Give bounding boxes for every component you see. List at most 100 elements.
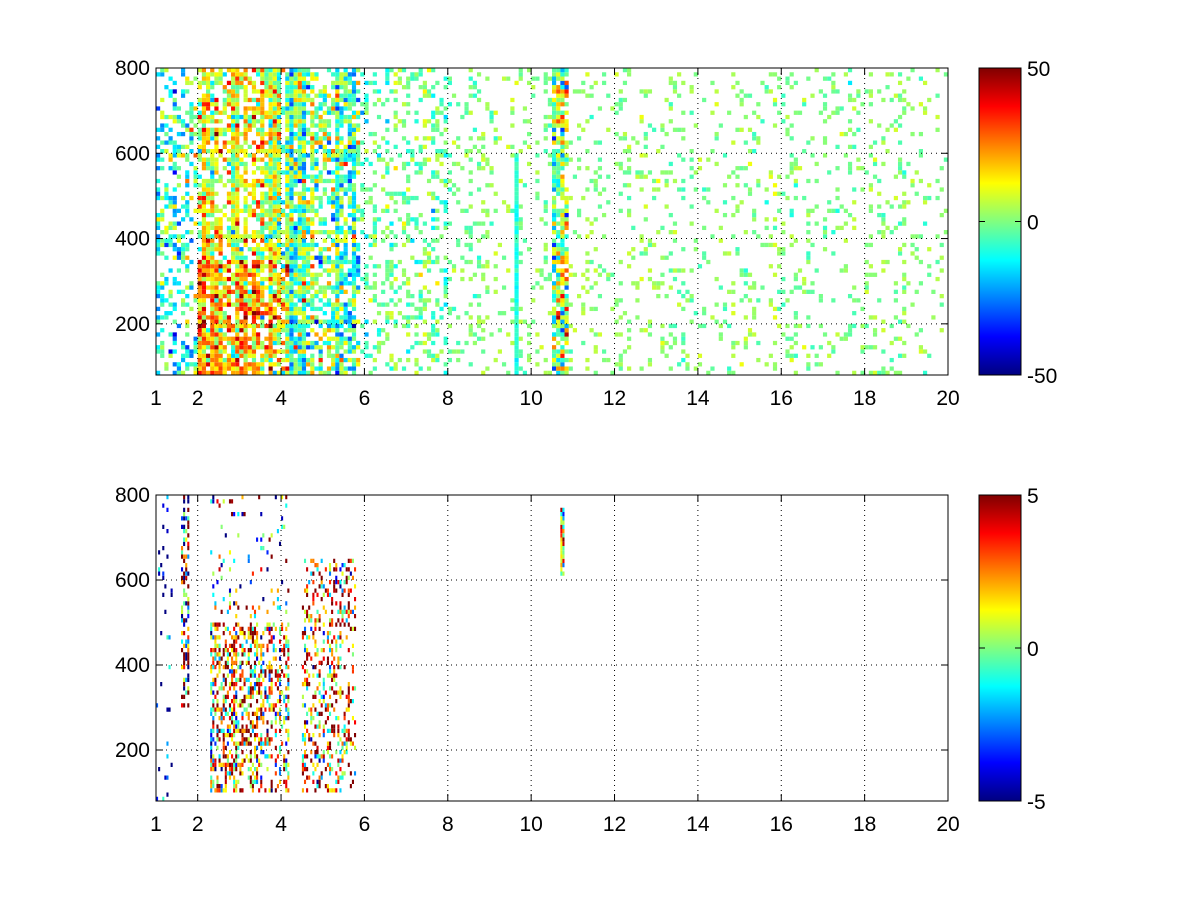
heatmap-cell (218, 635, 221, 640)
heatmap-cell (276, 340, 282, 346)
heatmap-cell (264, 114, 269, 120)
heatmap-cell (181, 247, 186, 252)
heatmap-cell (339, 272, 344, 277)
heatmap-cell (201, 264, 207, 269)
heatmap-cell (714, 302, 719, 307)
heatmap-cell (314, 149, 319, 154)
heatmap-cell (664, 131, 669, 137)
heatmap-cell (235, 187, 240, 192)
heatmap-cell (187, 643, 190, 648)
heatmap-cell (256, 332, 261, 337)
heatmap-cell (168, 114, 173, 120)
heatmap-cell (197, 174, 202, 179)
heatmap-cell (414, 225, 419, 231)
heatmap-cell (401, 161, 407, 167)
heatmap-cell (268, 191, 273, 196)
heatmap-cell (506, 76, 511, 81)
heatmap-cell (543, 89, 548, 94)
heatmap-cell (552, 106, 557, 111)
heatmap-cell (481, 221, 486, 226)
heatmap-cell (785, 76, 790, 81)
heatmap-cell (618, 97, 623, 103)
heatmap-cell (572, 230, 578, 235)
heatmap-cell (301, 281, 307, 286)
heatmap-cell (335, 345, 340, 350)
heatmap-cell (397, 76, 402, 81)
heatmap-cell (547, 114, 552, 120)
heatmap-cell (685, 362, 690, 367)
heatmap-cell (264, 353, 269, 358)
heatmap-cell (247, 677, 250, 682)
heatmap-cell (164, 149, 169, 154)
heatmap-cell (772, 97, 778, 103)
heatmap-cell (314, 289, 319, 294)
heatmap-cell (385, 72, 390, 77)
heatmap-cell (181, 251, 186, 256)
heatmap-cell (301, 370, 307, 375)
heatmap-cell (627, 264, 632, 269)
heatmap-cell (672, 89, 678, 94)
heatmap-cell (406, 293, 411, 299)
heatmap-cell (935, 234, 940, 239)
heatmap-cell (493, 264, 498, 269)
heatmap-cell (235, 754, 238, 759)
heatmap-cell (602, 234, 607, 239)
heatmap-cell (406, 195, 411, 201)
heatmap-cell (260, 110, 265, 115)
heatmap-cell (806, 208, 811, 213)
heatmap-cell (322, 161, 327, 167)
heatmap-cell (406, 302, 411, 307)
heatmap-cell (189, 136, 194, 141)
heatmap-cell (777, 306, 782, 312)
heatmap-cell (660, 340, 665, 346)
heatmap-cell (518, 217, 523, 222)
heatmap-cell (460, 276, 465, 282)
heatmap-cell (351, 221, 357, 226)
heatmap-cell (360, 102, 365, 107)
heatmap-cell (364, 97, 369, 103)
heatmap-cell (481, 166, 486, 171)
heatmap-cell (289, 353, 294, 358)
heatmap-cell (339, 353, 344, 358)
heatmap-cell (181, 119, 186, 124)
heatmap-cell (231, 242, 236, 248)
heatmap-cell (406, 110, 411, 115)
heatmap-cell (639, 187, 644, 192)
heatmap-cell (251, 259, 257, 265)
heatmap-cell (356, 204, 361, 209)
heatmap-cell (418, 161, 423, 167)
heatmap-cell (289, 238, 294, 243)
heatmap-cell (181, 153, 186, 158)
heatmap-cell (301, 204, 307, 209)
heatmap-cell (193, 349, 198, 354)
heatmap-cell (418, 289, 423, 294)
heatmap-cell (506, 144, 511, 150)
heatmap-cell (422, 93, 427, 98)
heatmap-cell (276, 85, 282, 90)
heatmap-cell (552, 195, 557, 201)
heatmap-cell (639, 276, 644, 282)
heatmap-cell (231, 85, 236, 90)
heatmap-cell (289, 68, 294, 73)
heatmap-cell (468, 93, 473, 98)
heatmap-cell (237, 724, 240, 729)
heatmap-cell (347, 336, 352, 341)
heatmap-cell (314, 72, 319, 77)
heatmap-cell (335, 153, 340, 158)
heatmap-cell (631, 225, 636, 231)
heatmap-cell (481, 153, 486, 158)
heatmap-cell (335, 187, 340, 192)
heatmap-cell (322, 319, 327, 324)
heatmap-cell (772, 242, 778, 248)
heatmap-cell (322, 102, 327, 107)
heatmap-cell (818, 293, 823, 299)
heatmap-cell (206, 178, 211, 184)
heatmap-cell (268, 281, 273, 286)
heatmap-cell (285, 127, 290, 132)
heatmap-cell (322, 221, 327, 226)
heatmap-cell (793, 195, 798, 201)
heatmap-cell (239, 703, 242, 708)
heatmap-cell (385, 332, 390, 337)
heatmap-cell (268, 153, 273, 158)
heatmap-cell (797, 285, 803, 290)
